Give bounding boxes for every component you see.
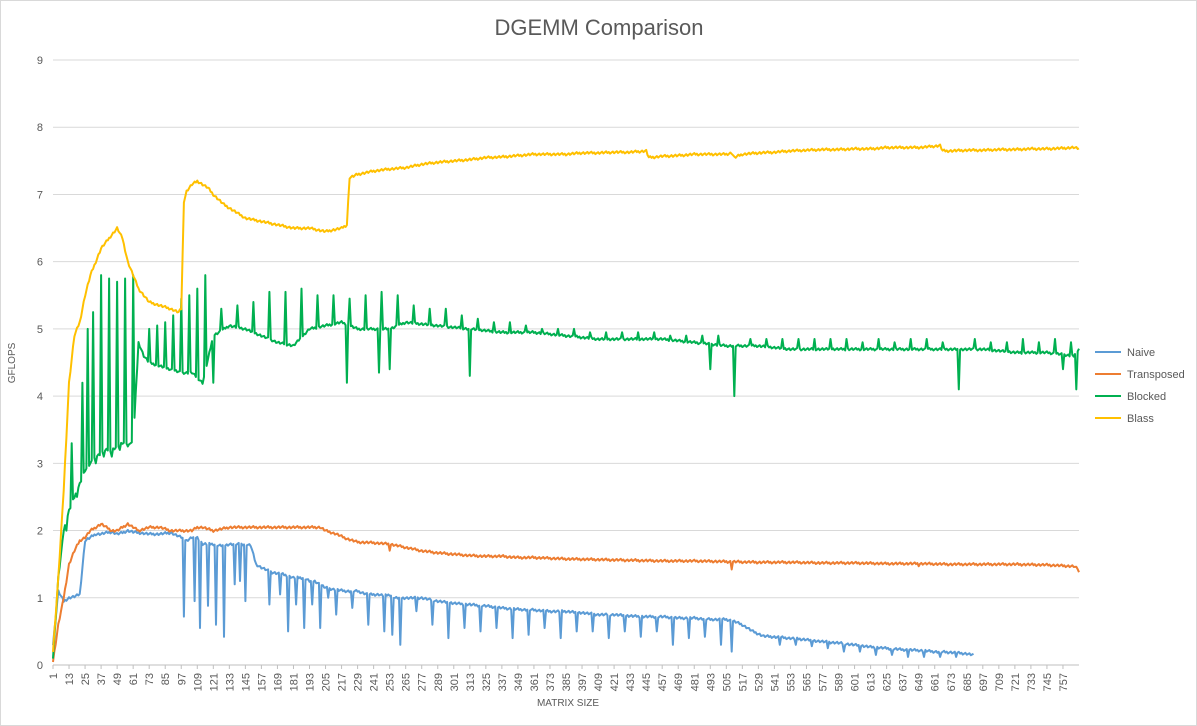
legend-label-blass: Blass xyxy=(1127,413,1154,425)
legend-label-blocked: Blocked xyxy=(1127,391,1166,403)
x-tick-label: 517 xyxy=(737,673,749,691)
legend-label-transposed: Transposed xyxy=(1127,369,1185,381)
legend-label-naive: Naive xyxy=(1127,347,1155,359)
y-tick-label: 2 xyxy=(37,526,43,538)
x-tick-label: 193 xyxy=(305,673,317,691)
x-tick-label: 97 xyxy=(176,673,188,685)
series-line-blass xyxy=(52,143,1080,652)
series-layer xyxy=(52,143,1080,663)
x-tick-label: 649 xyxy=(914,673,926,691)
y-tick-label: 7 xyxy=(37,189,43,201)
x-tick-label: 313 xyxy=(465,673,477,691)
x-tick-label: 109 xyxy=(192,673,204,691)
x-tick-label: 421 xyxy=(609,673,621,691)
series-line-blocked xyxy=(52,274,1080,659)
x-tick-label: 145 xyxy=(240,673,252,691)
x-tick-label: 673 xyxy=(946,673,958,691)
x-tick-label: 301 xyxy=(449,673,461,691)
x-tick-label: 217 xyxy=(337,673,349,691)
x-tick-label: 133 xyxy=(224,673,236,691)
x-tick-label: 325 xyxy=(481,673,493,691)
x-tick-label: 157 xyxy=(256,673,268,691)
x-axis-title: MATRIX SIZE xyxy=(537,698,599,709)
y-tick-label: 9 xyxy=(37,55,43,67)
x-tick-label: 697 xyxy=(978,673,990,691)
x-tick-label: 1 xyxy=(48,673,60,679)
x-tick-label: 181 xyxy=(288,673,300,691)
y-tick-label: 4 xyxy=(37,391,43,403)
x-tick-label: 361 xyxy=(529,673,541,691)
x-tick-label: 49 xyxy=(112,673,124,685)
x-tick-label: 601 xyxy=(850,673,862,691)
legend: Naive Transposed Blocked Blass xyxy=(1095,347,1185,425)
x-tick-label: 61 xyxy=(128,673,140,685)
x-tick-label: 289 xyxy=(433,673,445,691)
x-tick-label: 565 xyxy=(801,673,813,691)
x-tick-label: 121 xyxy=(208,673,220,691)
series-line-transposed xyxy=(52,522,1080,663)
x-tick-label: 637 xyxy=(898,673,910,691)
y-tick-label: 5 xyxy=(37,324,43,336)
x-tick-label: 25 xyxy=(80,673,92,685)
x-tick-label: 73 xyxy=(144,673,156,685)
x-tick-label: 685 xyxy=(962,673,974,691)
x-tick-label: 277 xyxy=(417,673,429,691)
x-tick-label: 13 xyxy=(64,673,76,685)
x-tick-label: 541 xyxy=(769,673,781,691)
x-tick-label: 493 xyxy=(705,673,717,691)
x-tick-label: 709 xyxy=(994,673,1006,691)
chart-title: DGEMM Comparison xyxy=(494,15,703,40)
x-tick-label: 529 xyxy=(753,673,765,691)
x-tick-label: 745 xyxy=(1042,673,1054,691)
x-tick-label: 757 xyxy=(1058,673,1070,691)
x-tick-label: 385 xyxy=(561,673,573,691)
x-tick-label: 85 xyxy=(160,673,172,685)
x-tick-label: 721 xyxy=(1010,673,1022,691)
y-axis-title: GFLOPS xyxy=(7,342,18,383)
x-tick-label: 241 xyxy=(369,673,381,691)
x-tick-label: 337 xyxy=(497,673,509,691)
x-tick-label: 613 xyxy=(866,673,878,691)
x-tick-label: 397 xyxy=(577,673,589,691)
x-tick-label: 37 xyxy=(96,673,108,685)
y-tick-label: 0 xyxy=(37,660,43,672)
x-tick-label: 373 xyxy=(545,673,557,691)
x-tick-label: 169 xyxy=(272,673,284,691)
x-tick-label: 553 xyxy=(785,673,797,691)
series-line-naive xyxy=(52,528,974,658)
x-tick-label: 457 xyxy=(657,673,669,691)
x-tick-label: 349 xyxy=(513,673,525,691)
y-tick-label: 3 xyxy=(37,458,43,470)
x-tick-label: 445 xyxy=(641,673,653,691)
x-tick-label: 733 xyxy=(1026,673,1038,691)
x-tick-label: 577 xyxy=(818,673,830,691)
x-tick-label: 265 xyxy=(401,673,413,691)
x-tick-labels: 1 13 25 37 49 61 73 85 97 109 121 133 145 157 169 181 19… xyxy=(48,665,1070,691)
x-tick-label: 481 xyxy=(689,673,701,691)
y-tick-label: 6 xyxy=(37,257,43,269)
y-tick-labels: 0 1 2 3 4 5 6 7 8 9 xyxy=(37,55,43,672)
y-tick-label: 8 xyxy=(37,122,43,134)
x-tick-label: 409 xyxy=(593,673,605,691)
x-tick-label: 205 xyxy=(321,673,333,691)
x-tick-label: 625 xyxy=(882,673,894,691)
x-tick-label: 589 xyxy=(834,673,846,691)
x-tick-label: 469 xyxy=(673,673,685,691)
x-tick-label: 505 xyxy=(721,673,733,691)
x-tick-label: 253 xyxy=(385,673,397,691)
y-tick-label: 1 xyxy=(37,593,43,605)
x-tick-label: 661 xyxy=(930,673,942,691)
x-tick-label: 229 xyxy=(353,673,365,691)
x-tick-label: 433 xyxy=(625,673,637,691)
